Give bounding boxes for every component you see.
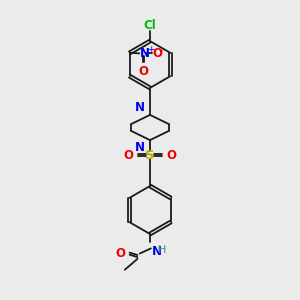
Text: N: N: [152, 245, 161, 258]
Text: +: +: [147, 45, 154, 54]
Text: O: O: [138, 65, 148, 78]
Text: N: N: [140, 46, 150, 60]
Text: O: O: [116, 247, 125, 260]
Text: O: O: [167, 148, 177, 162]
Text: Cl: Cl: [144, 19, 156, 32]
Text: -: -: [159, 45, 163, 55]
Text: S: S: [145, 148, 155, 162]
Text: N: N: [135, 101, 145, 114]
Text: N: N: [135, 141, 145, 154]
Text: O: O: [153, 46, 163, 60]
Text: O: O: [123, 148, 133, 162]
Text: H: H: [158, 245, 166, 255]
